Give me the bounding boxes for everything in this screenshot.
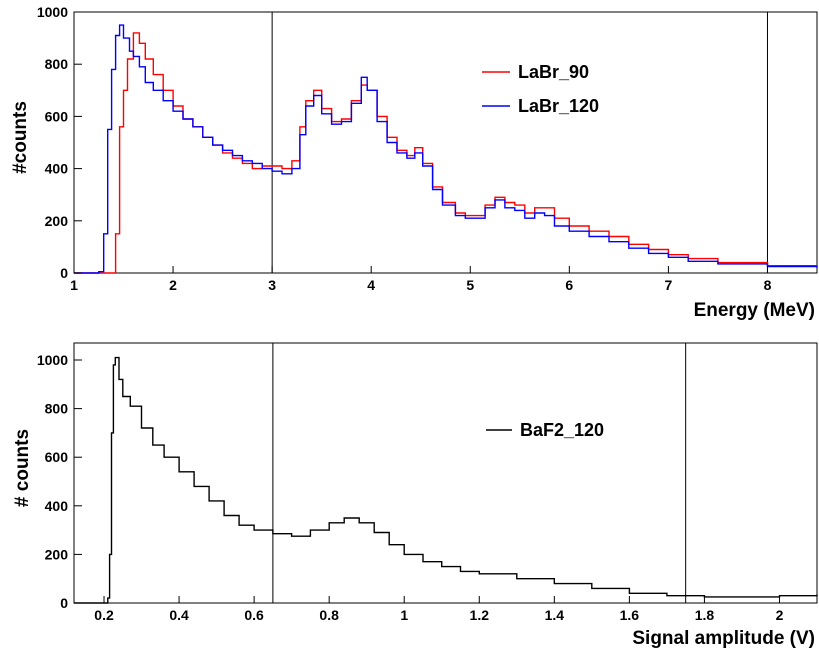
y-tick-label: 600: [45, 108, 69, 124]
y-axis-title: #counts: [10, 101, 31, 174]
x-tick-label: 6: [565, 277, 573, 293]
x-tick-label: 1.8: [695, 607, 715, 623]
y-tick-label: 0: [60, 595, 68, 611]
series-baf2-120-line: [74, 356, 818, 604]
x-tick-label: 0.8: [319, 607, 339, 623]
x-axis-title: Signal amplitude (V): [632, 628, 815, 649]
y-tick-label: 400: [45, 161, 69, 177]
x-tick-label: 0.4: [169, 607, 189, 623]
series-labr-90-line: [74, 32, 818, 274]
x-tick-label: 1.4: [545, 607, 565, 623]
y-tick-label: 800: [45, 401, 69, 417]
x-tick-label: 4: [367, 277, 375, 293]
y-tick-label: 400: [45, 498, 69, 514]
y-tick-label: 600: [45, 449, 69, 465]
x-tick-label: 1: [70, 277, 78, 293]
plot-frame: [73, 11, 818, 274]
legend-entry-label: LaBr_120: [518, 96, 599, 116]
x-tick-label: 5: [466, 277, 474, 293]
x-axis-title: Energy (MeV): [694, 300, 815, 321]
legend-entry-label: LaBr_90: [518, 62, 589, 82]
bottom-signal-amplitude-panel: 0.2 0.4 0.6 0.8 1 1.2 1.4 1.6 1.8 2 0 200 400 600 800 1…: [12, 342, 818, 649]
x-tick-label: 8: [764, 277, 772, 293]
x-tick-label: 0.2: [94, 607, 114, 623]
y-tick-label: 200: [45, 546, 69, 562]
x-tick-label: 1.6: [620, 607, 640, 623]
top-energy-spectrum-panel: 1 2 3 4 5 6 7 8 0 200 400 600 800 1000 Energy (MeV) #co…: [10, 4, 818, 321]
x-tick-label: 3: [268, 277, 276, 293]
y-tick-label: 1000: [37, 4, 68, 20]
x-tick-label: 7: [665, 277, 673, 293]
y-tick-label: 800: [45, 56, 69, 72]
x-tick-label: 1.2: [470, 607, 490, 623]
plot-frame: [73, 342, 818, 604]
legend-entry-label: BaF2_120: [520, 420, 604, 440]
x-tick-label: 2: [776, 607, 784, 623]
x-tick-label: 0.6: [244, 607, 264, 623]
x-tick-label: 1: [400, 607, 408, 623]
y-tick-label: 1000: [37, 352, 68, 368]
series-labr-120-line: [74, 24, 818, 274]
x-tick-label: 2: [169, 277, 177, 293]
y-tick-label: 0: [60, 265, 68, 281]
y-axis-title: # counts: [12, 429, 33, 507]
y-tick-label: 200: [45, 213, 69, 229]
